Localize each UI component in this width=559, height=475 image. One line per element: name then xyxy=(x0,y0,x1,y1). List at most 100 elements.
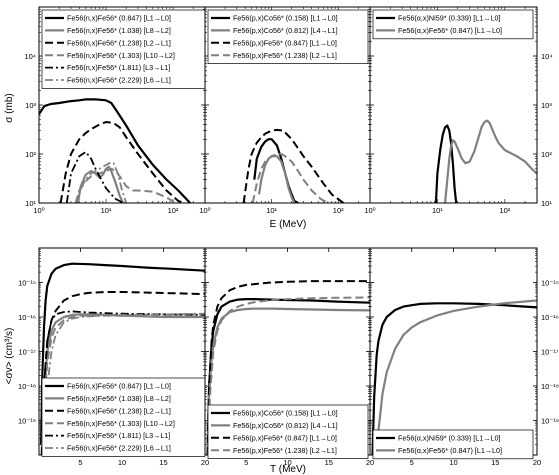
y-tick-label: 10³ xyxy=(541,101,552,110)
series-line-3 xyxy=(59,121,186,203)
series-line-5 xyxy=(65,151,127,203)
legend-label: Fe56(p,x)Fe56* (1.238) [L2→L1] xyxy=(233,446,337,455)
y-tick-label: 10⁻¹⁷ xyxy=(541,348,559,357)
series-group xyxy=(371,299,537,455)
series-line-1 xyxy=(40,262,205,445)
x-tick-label: 10¹ xyxy=(101,206,112,215)
legend-label: Fe56(α,x)Fe56* (0.847) [L1→L0] xyxy=(398,26,502,35)
y-tick-label: 10³ xyxy=(25,101,36,110)
y-tick-label: 10⁻¹⁶ xyxy=(18,313,36,322)
x-tick-label: 5 xyxy=(78,458,82,467)
series-line-2 xyxy=(376,299,537,455)
x-tick-label: 10² xyxy=(333,206,344,215)
legend: Fe56(n,x)Fe56* (0.847) [L1→L0] Fe56(n,x)F… xyxy=(41,377,206,457)
series-line-2 xyxy=(76,165,125,203)
legend-label: Fe56(n,x)Fe56* (1.038) [L8→L2] xyxy=(67,26,171,35)
legend: Fe56(α,x)Ni59* (0.339) [L1→L0] Fe56(α,x)F… xyxy=(372,9,534,40)
series-line-2 xyxy=(258,155,296,203)
series-group xyxy=(434,119,537,203)
series-line-1 xyxy=(39,98,191,203)
series-line-3 xyxy=(206,280,370,455)
legend-box xyxy=(207,9,369,64)
legend: Fe56(α,x)Ni59* (0.339) [L1→L0] Fe56(α,x)F… xyxy=(372,429,534,460)
x-tick-label: 20 xyxy=(201,458,209,467)
y-tick-label: 10⁻¹⁸ xyxy=(18,382,36,391)
y-tick-label: 10⁴ xyxy=(24,52,36,61)
series-line-1 xyxy=(371,302,537,455)
legend-box xyxy=(372,429,534,460)
legend: Fe56(p,x)Co56* (0.158) [L1→L0] Fe56(p,x)C… xyxy=(207,9,369,64)
ylabel-bottom: <σv> (cm³/s) xyxy=(4,328,15,385)
y-tick-label: 10² xyxy=(541,150,552,159)
x-tick-label: 10² xyxy=(499,206,510,215)
legend-box xyxy=(41,377,206,457)
y-tick-label: 10⁻¹⁵ xyxy=(18,279,36,288)
y-tick-label: 10² xyxy=(25,150,36,159)
y-tick-label: 10⁻¹⁶ xyxy=(541,313,559,322)
x-tick-label: 5 xyxy=(410,458,414,467)
legend-label: Fe56(α,x)Fe56* (0.847) [L1→L0] xyxy=(398,446,502,455)
x-tick-label: 10¹ xyxy=(432,206,443,215)
y-tick-label: 10¹ xyxy=(541,199,552,208)
x-tick-label: 20 xyxy=(366,458,374,467)
legend-label: Fe56(n,x)Fe56* (0.847) [L1→L0] xyxy=(67,14,171,23)
series-line-3 xyxy=(40,291,205,455)
x-tick-label: 15 xyxy=(325,458,333,467)
legend-label: Fe56(n,x)Fe56* (2.229) [L6→L1] xyxy=(67,76,171,85)
legend-label: Fe56(p,x)Co56* (0.812) [L4→L1] xyxy=(233,421,338,430)
panel-top-right: 10⁰ 10¹ 10² 10¹ 10² 10³ 10⁴ Fe56(α,x)Ni59* (0.3… xyxy=(364,6,553,215)
panel-bottom-right: 5 10 15 20 10⁻¹⁹ 10⁻¹⁸ 10⁻¹⁷ 10⁻¹⁶ 10⁻¹⁵ Fe56(α,x… xyxy=(369,247,559,467)
y-tick-label: 10⁻¹⁵ xyxy=(541,279,559,288)
x-tick-label: 5 xyxy=(244,458,248,467)
legend: Fe56(n,x)Fe56* (0.847) [L1→L0] Fe56(n,x)F… xyxy=(41,9,206,89)
series-group xyxy=(206,280,370,455)
y-tick-label: 10⁻¹⁹ xyxy=(541,417,559,426)
xlabel-bottom: T (MeV) xyxy=(270,464,306,475)
legend-label: Fe56(n,x)Fe56* (0.847) [L1→L0] xyxy=(67,382,171,391)
series-line-5 xyxy=(41,310,205,455)
y-tick-label: 10⁻¹⁷ xyxy=(18,348,36,357)
legend-label: Fe56(n,x)Fe56* (1.238) [L2→L1] xyxy=(67,406,171,415)
series-line-4 xyxy=(75,167,177,203)
y-tick-label: 10¹ xyxy=(25,199,36,208)
x-tick-label: 10¹ xyxy=(266,206,277,215)
legend-label: Fe56(n,x)Fe56* (1.038) [L8→L2] xyxy=(67,394,171,403)
y-tick-label: 10⁻¹⁹ xyxy=(18,417,36,426)
ylabel-top: σ (mb) xyxy=(4,93,15,123)
panel-frame xyxy=(369,6,538,204)
legend-label: Fe56(n,x)Fe56* (2.229) [L6→L1] xyxy=(67,444,171,453)
x-tick-label: 10⁰ xyxy=(199,206,210,215)
series-line-4 xyxy=(251,153,329,203)
legend-box xyxy=(372,9,534,40)
x-tick-label: 15 xyxy=(491,458,499,467)
x-tick-label: 10 xyxy=(118,458,126,467)
series-line-1 xyxy=(434,124,458,203)
series-line-2 xyxy=(444,119,537,203)
legend-label: Fe56(α,x)Ni59* (0.339) [L1→L0] xyxy=(398,434,500,443)
panel-bottom-left: 5 10 15 20 10⁻¹⁹ 10⁻¹⁸ 10⁻¹⁷ 10⁻¹⁶ 10⁻¹⁵ Fe56(n,x… xyxy=(18,247,209,467)
legend-label: Fe56(p,x)Fe56* (0.847) [L1→L0] xyxy=(233,38,337,47)
series-line-6 xyxy=(74,161,128,203)
y-tick-label: 10⁻¹⁸ xyxy=(541,382,559,391)
series-line-6 xyxy=(43,312,205,455)
legend-label: Fe56(n,x)Fe56* (1.811) [L3→L1] xyxy=(67,63,170,72)
x-tick-label: 10⁰ xyxy=(33,206,44,215)
legend-label: Fe56(n,x)Fe56* (1.303) [L10→L2] xyxy=(67,419,175,428)
x-tick-label: 20 xyxy=(533,458,541,467)
series-line-4 xyxy=(207,296,370,455)
legend-label: Fe56(n,x)Fe56* (1.238) [L2→L1] xyxy=(67,38,171,47)
legend-box xyxy=(41,9,206,89)
x-tick-label: 10⁰ xyxy=(364,206,375,215)
x-tick-label: 15 xyxy=(159,458,167,467)
legend: Fe56(p,x)Co56* (0.158) [L1→L0] Fe56(p,x)C… xyxy=(207,404,369,459)
x-tick-label: 10 xyxy=(283,458,291,467)
xlabel-top: E (MeV) xyxy=(270,219,307,230)
series-group xyxy=(39,98,191,203)
y-tick-label: 10⁴ xyxy=(541,52,553,61)
x-tick-label: 10 xyxy=(449,458,457,467)
legend-label: Fe56(n,x)Fe56* (1.303) [L10→L2] xyxy=(67,51,175,60)
legend-label: Fe56(p,x)Fe56* (0.847) [L1→L0] xyxy=(233,433,337,442)
legend-label: Fe56(α,x)Ni59* (0.339) [L1→L0] xyxy=(398,14,500,23)
